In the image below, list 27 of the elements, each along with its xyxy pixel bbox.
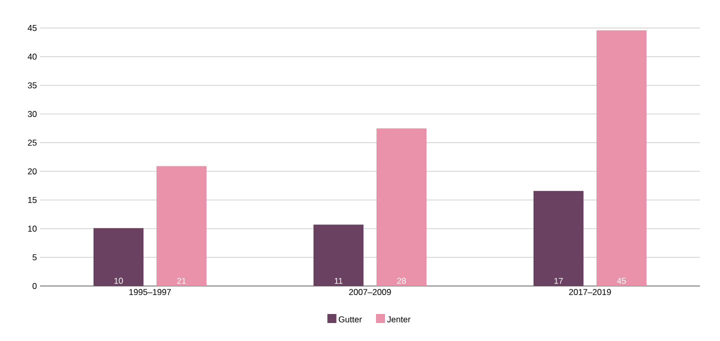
y-tick-label: 0 (32, 283, 37, 290)
x-tick-label: 1995–1997 (129, 289, 171, 296)
data-label: 28 (397, 278, 406, 284)
y-tick-label: 5 (32, 254, 37, 260)
x-tick-label: 2007–2009 (349, 289, 391, 296)
bar (314, 224, 364, 286)
y-tick-label: 15 (28, 197, 37, 203)
y-tick-label: 40 (28, 54, 37, 60)
data-label: 17 (554, 278, 563, 284)
data-label: 45 (616, 278, 626, 284)
legend-label: Jenter (387, 316, 410, 322)
x-tick-label: 2017–2019 (569, 289, 611, 296)
data-label: 10 (114, 278, 123, 284)
y-tick-label: 30 (28, 111, 37, 118)
y-tick-label: 10 (28, 226, 37, 232)
y-tick-label: 20 (28, 168, 37, 174)
data-label: 11 (334, 278, 342, 284)
y-tick-label: 25 (28, 140, 37, 146)
legend-label: Gutter (338, 316, 362, 322)
bar (596, 30, 646, 286)
bar (94, 228, 144, 286)
y-tick-label: 45 (28, 25, 37, 31)
bar (376, 128, 427, 286)
data-label: 21 (177, 278, 186, 284)
y-tick-label: 35 (28, 82, 37, 88)
bar (534, 190, 584, 286)
bar (156, 166, 207, 286)
